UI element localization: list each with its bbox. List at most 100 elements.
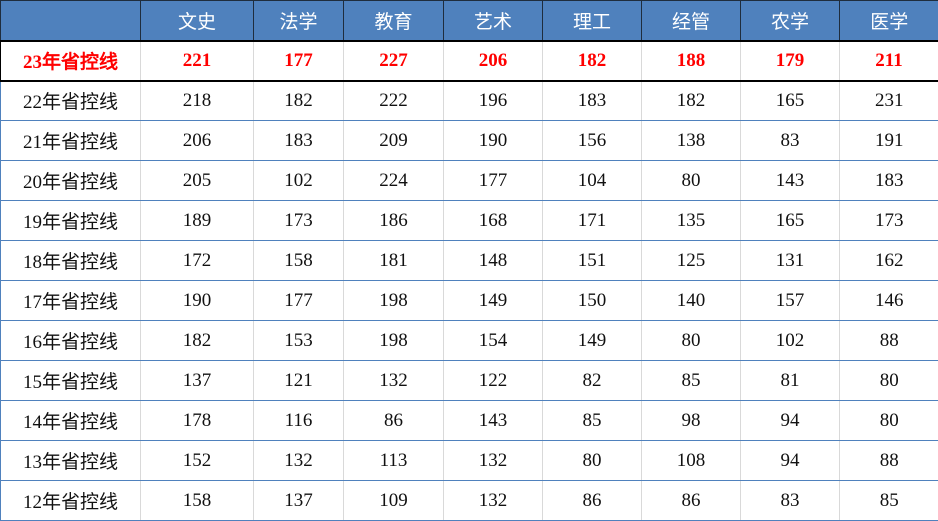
table-row: 22年省控线 218 182 222 196 183 182 165 231 [0,80,938,121]
score-cell: 182 [542,40,642,82]
score-cell: 168 [443,200,543,241]
score-cell: 113 [343,440,444,481]
row-label: 22年省控线 [0,80,141,121]
score-cell: 140 [641,280,741,321]
row-label: 17年省控线 [0,280,141,321]
row-label: 12年省控线 [0,480,141,521]
score-cell: 182 [253,80,344,121]
score-cell: 85 [542,400,642,441]
table-row: 19年省控线 189 173 186 168 171 135 165 173 [0,200,938,241]
row-label: 19年省控线 [0,200,141,241]
row-label: 20年省控线 [0,160,141,201]
score-cell: 125 [641,240,741,281]
score-cell: 178 [140,400,254,441]
table-row: 14年省控线 178 116 86 143 85 98 94 80 [0,400,938,441]
score-cell: 162 [839,240,938,281]
score-cell: 88 [839,320,938,361]
score-cell: 132 [443,480,543,521]
score-cell: 177 [443,160,543,201]
score-cell: 146 [839,280,938,321]
row-label: 23年省控线 [0,40,141,82]
score-cell: 85 [641,360,741,401]
score-cell: 171 [542,200,642,241]
score-cell: 209 [343,120,444,161]
score-cell: 81 [740,360,840,401]
score-cell: 132 [443,440,543,481]
column-header: 理工 [542,0,642,42]
score-cell: 121 [253,360,344,401]
score-cell: 143 [443,400,543,441]
score-cell: 132 [343,360,444,401]
score-cell: 149 [542,320,642,361]
score-cell: 153 [253,320,344,361]
column-header: 法学 [253,0,344,42]
score-cell: 218 [140,80,254,121]
score-cell: 156 [542,120,642,161]
score-cell: 188 [641,40,741,82]
score-cell: 135 [641,200,741,241]
score-cell: 131 [740,240,840,281]
score-cell: 85 [839,480,938,521]
score-cell: 98 [641,400,741,441]
score-cell: 211 [839,40,938,82]
header-row: 文史 法学 教育 艺术 理工 经管 农学 医学 [0,0,938,42]
score-cell: 158 [140,480,254,521]
score-cell: 205 [140,160,254,201]
score-cell: 102 [253,160,344,201]
header-corner [0,0,141,42]
score-cell: 116 [253,400,344,441]
score-cell: 80 [542,440,642,481]
score-cell: 231 [839,80,938,121]
score-cell: 196 [443,80,543,121]
score-cell: 206 [140,120,254,161]
score-cell: 182 [641,80,741,121]
score-cell: 150 [542,280,642,321]
score-cell: 83 [740,480,840,521]
score-cell: 86 [641,480,741,521]
score-cell: 151 [542,240,642,281]
score-cell: 132 [253,440,344,481]
score-cell: 80 [839,360,938,401]
score-cell: 198 [343,320,444,361]
score-cell: 172 [140,240,254,281]
column-header: 艺术 [443,0,543,42]
score-cell: 181 [343,240,444,281]
score-cell: 173 [839,200,938,241]
score-cell: 154 [443,320,543,361]
table-row: 18年省控线 172 158 181 148 151 125 131 162 [0,240,938,281]
score-cell: 173 [253,200,344,241]
score-cell: 157 [740,280,840,321]
score-cell: 109 [343,480,444,521]
score-cell: 80 [641,160,741,201]
highlight-row: 23年省控线 221 177 227 206 182 188 179 211 [0,40,938,82]
row-label: 16年省控线 [0,320,141,361]
column-header: 文史 [140,0,254,42]
table-row: 12年省控线 158 137 109 132 86 86 83 85 [0,480,938,521]
score-cell: 149 [443,280,543,321]
score-cell: 224 [343,160,444,201]
row-label: 14年省控线 [0,400,141,441]
score-cell: 190 [140,280,254,321]
row-label: 13年省控线 [0,440,141,481]
score-cell: 143 [740,160,840,201]
score-cell: 158 [253,240,344,281]
score-cell: 102 [740,320,840,361]
score-cell: 206 [443,40,543,82]
score-cell: 183 [839,160,938,201]
score-cell: 82 [542,360,642,401]
score-cell: 94 [740,440,840,481]
row-label: 18年省控线 [0,240,141,281]
score-cell: 191 [839,120,938,161]
score-cell: 177 [253,280,344,321]
score-cell: 190 [443,120,543,161]
column-header: 医学 [839,0,938,42]
table-row: 16年省控线 182 153 198 154 149 80 102 88 [0,320,938,361]
score-cell: 148 [443,240,543,281]
score-cell: 221 [140,40,254,82]
score-cell: 227 [343,40,444,82]
score-cell: 152 [140,440,254,481]
score-cell: 137 [140,360,254,401]
score-cell: 182 [140,320,254,361]
score-cell: 122 [443,360,543,401]
